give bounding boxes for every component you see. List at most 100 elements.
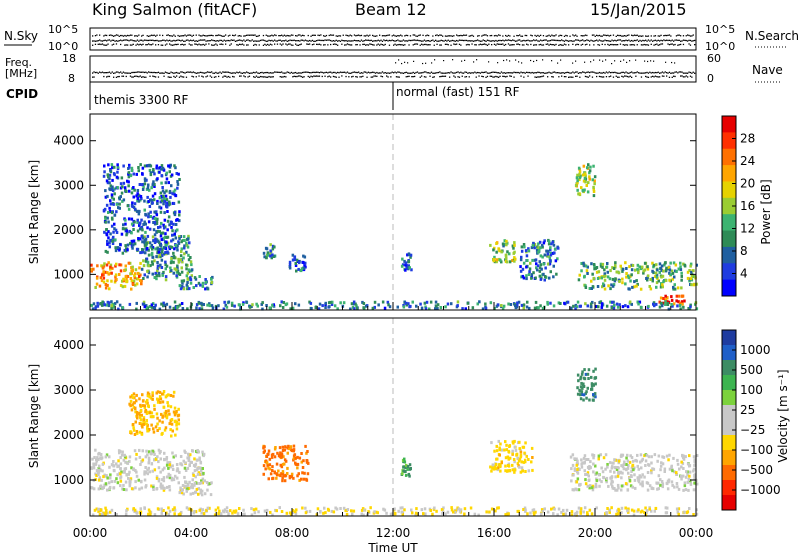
vel-data-cell	[154, 425, 158, 429]
vel-data-cell	[178, 470, 181, 474]
power-data-cell	[101, 303, 104, 307]
power-data-cell	[599, 262, 603, 266]
param-trace-point	[447, 39, 449, 41]
power-data-cell	[125, 277, 128, 281]
param-trace-point	[471, 72, 473, 74]
vel-data-cell	[264, 467, 267, 471]
power-data-cell	[160, 195, 163, 198]
vel-data-cell	[504, 513, 507, 517]
param-trace-point	[136, 35, 139, 37]
param-trace-point	[187, 71, 189, 73]
power-data-cell	[126, 248, 129, 252]
power-data-cell	[114, 246, 117, 250]
vel-data-cell	[639, 460, 642, 464]
vel-data-cell	[127, 476, 130, 480]
vel-data-cell	[519, 455, 523, 459]
vel-data-cell	[129, 430, 132, 434]
vel-data-cell	[294, 462, 298, 466]
param-trace-point	[268, 35, 270, 37]
param-trace-point	[97, 43, 99, 45]
vel-data-cell	[492, 467, 496, 471]
vel-data-cell	[210, 481, 213, 485]
power-data-cell	[690, 283, 693, 287]
param-trace-point	[366, 76, 368, 78]
power-data-cell	[195, 303, 199, 307]
vel-data-cell	[401, 512, 404, 516]
vel-data-cell	[161, 400, 165, 404]
power-data-cell	[354, 302, 357, 306]
vel-data-cell	[159, 485, 162, 488]
param-trace-point	[468, 40, 470, 42]
power-data-cell	[225, 305, 229, 309]
param-trace-point	[464, 34, 466, 36]
vel-data-cell	[139, 418, 143, 422]
param-trace-point	[527, 71, 529, 74]
power-data-cell	[610, 283, 613, 287]
power-data-cell	[583, 188, 586, 192]
param-trace-point	[582, 43, 584, 45]
param-trace-point	[509, 75, 511, 77]
power-data-cell	[550, 242, 553, 246]
param-trace-point	[419, 72, 421, 74]
vel-data-cell	[95, 458, 98, 462]
param-trace-point	[220, 35, 223, 37]
vel-data-cell	[302, 477, 306, 481]
vel-data-cell	[565, 508, 569, 512]
vel-data-cell	[653, 453, 657, 457]
power-data-cell	[155, 277, 158, 281]
vel-data-cell	[647, 463, 650, 467]
nsky-plot-frame	[89, 27, 697, 51]
param-trace-point	[341, 43, 343, 45]
param-trace-point	[533, 39, 535, 41]
param-trace-point	[612, 40, 615, 42]
power-data-cell	[522, 276, 526, 280]
param-trace-point	[538, 71, 540, 74]
vel-data-cell	[692, 513, 695, 516]
param-trace-point	[125, 75, 127, 78]
param-trace-point	[223, 35, 225, 37]
param-trace-point	[688, 34, 690, 37]
param-trace-point	[633, 39, 636, 42]
param-trace-point	[110, 34, 112, 36]
param-trace-point	[412, 34, 414, 36]
param-trace-point	[261, 39, 263, 41]
param-trace-point	[545, 35, 547, 37]
param-trace-point	[99, 71, 101, 73]
param-trace-point	[631, 71, 633, 73]
param-trace-point	[191, 44, 193, 46]
power-data-cell	[680, 286, 683, 290]
power-data-cell	[585, 184, 588, 187]
nave-trace-point	[464, 59, 466, 61]
power-data-cell	[600, 303, 604, 307]
power-data-cell	[110, 163, 114, 167]
power-data-cell	[138, 266, 141, 270]
vel-data-cell	[506, 469, 509, 473]
power-data-cell	[661, 283, 664, 287]
param-trace-point	[183, 44, 185, 46]
param-trace-point	[117, 34, 119, 36]
power-data-cell	[174, 229, 178, 233]
vel-data-cell	[689, 482, 693, 486]
param-trace-point	[449, 35, 451, 37]
power-data-cell	[502, 244, 505, 248]
vel-data-cell	[121, 487, 124, 491]
power-data-cell	[145, 304, 148, 308]
vel-data-cell	[167, 466, 170, 470]
param-trace-point	[121, 75, 123, 77]
power-data-cell	[189, 260, 193, 264]
param-trace-point	[496, 76, 498, 78]
vel-data-cell	[590, 512, 594, 516]
power-data-cell	[419, 302, 422, 306]
vel-data-cell	[200, 511, 203, 515]
vel-data-cell	[288, 474, 292, 478]
vel-data-cell	[620, 476, 623, 480]
power-data-cell	[539, 304, 542, 308]
power-data-cell	[127, 189, 131, 193]
vel-data-cell	[116, 481, 120, 485]
power-data-cell	[576, 300, 580, 304]
param-trace-point	[145, 71, 147, 73]
param-trace-point	[481, 35, 483, 37]
param-trace-point	[261, 71, 263, 74]
power-data-cell	[159, 191, 163, 195]
power-data-cell	[163, 240, 167, 244]
